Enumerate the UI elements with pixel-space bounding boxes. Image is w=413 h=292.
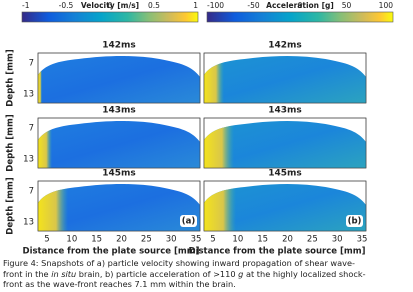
caption-text: in situ [51, 268, 77, 279]
brain-map [38, 184, 200, 231]
panel-border [37, 117, 201, 169]
colorbar [21, 11, 199, 23]
x-tick-label: 10 [66, 235, 77, 245]
panel-label: (b) [348, 217, 362, 227]
y-tick-label: 7 [29, 124, 34, 134]
x-axis-label: Distance from the plate source [mm] [189, 247, 366, 257]
panel-border [37, 180, 201, 232]
panel-title: 143ms [102, 106, 136, 116]
x-tick-label: 25 [141, 235, 152, 245]
x-tick-label: 5 [210, 235, 215, 245]
panel-title: 145ms [102, 169, 136, 179]
brain-map [204, 121, 366, 168]
x-tick-label: 10 [232, 235, 243, 245]
panel-title: 142ms [102, 41, 136, 51]
y-tick-label: 7 [29, 187, 34, 197]
colorbar-tick-label: 1 [193, 1, 198, 10]
caption: Figure 4: Snapshots of a) particle veloc… [3, 258, 411, 290]
panel-title: 145ms [268, 169, 302, 179]
brain-map [204, 56, 366, 103]
brain-map [38, 121, 200, 168]
caption-text: front as the wave-front reaches 7.1 mm w… [3, 279, 236, 289]
caption-line: front as the wave-front reaches 7.1 mm w… [3, 279, 411, 290]
panel-border [203, 180, 367, 232]
x-tick-label: 15 [257, 235, 268, 245]
panel-title: 143ms [268, 106, 302, 116]
brain-map [204, 184, 366, 231]
caption-text: Figure 4: Snapshots of a) particle veloc… [3, 258, 355, 268]
x-tick-label: 5 [44, 235, 49, 245]
caption-text: brain, b) particle acceleration of >110 [76, 268, 239, 279]
brain-map [38, 56, 200, 103]
panel-title: 142ms [268, 41, 302, 51]
x-tick-label: 35 [191, 235, 202, 245]
y-axis-label: Depth [mm] [6, 49, 16, 107]
x-tick-label: 35 [357, 235, 368, 245]
panel-border [203, 52, 367, 104]
x-tick-label: 30 [166, 235, 177, 245]
x-tick-label: 15 [91, 235, 102, 245]
colorbar-tick-label: 100 [379, 1, 394, 10]
colorbar-title: Acceleration [g] [266, 1, 334, 10]
y-tick-label: 13 [23, 218, 34, 228]
colorbar-tick-label: 0 [108, 1, 113, 10]
caption-text: at the highly localized shock- [243, 268, 366, 279]
colorbar-tick-label: -1 [22, 1, 30, 10]
colorbar-tick-label: 0.5 [148, 1, 160, 10]
y-tick-label: 7 [29, 59, 34, 69]
colorbar-tick-label: -100 [207, 1, 224, 10]
x-tick-label: 30 [332, 235, 343, 245]
colorbar [206, 11, 394, 23]
caption-text: g [238, 268, 244, 279]
caption-line: front in the in situ brain, b) particle … [3, 269, 411, 280]
colorbar-tick-label: 50 [342, 1, 352, 10]
colorbar-tick-label: -0.5 [59, 1, 74, 10]
x-tick-label: 20 [282, 235, 293, 245]
caption-line: Figure 4: Snapshots of a) particle veloc… [3, 258, 411, 269]
y-tick-label: 13 [23, 90, 34, 100]
panel-label: (a) [182, 217, 196, 227]
y-tick-label: 13 [23, 155, 34, 165]
x-axis-label: Distance from the plate source [mm] [23, 247, 200, 257]
x-tick-label: 25 [307, 235, 318, 245]
colorbar-tick-label: 0 [298, 1, 303, 10]
colorbar-tick-label: -50 [247, 1, 259, 10]
x-tick-label: 20 [116, 235, 127, 245]
panel-label-box [180, 215, 197, 227]
y-axis-label: Depth [mm] [6, 177, 16, 235]
caption-text: front in the [3, 268, 52, 279]
panel-border [37, 52, 201, 104]
panel-label-box [346, 215, 363, 227]
shock-front [38, 56, 42, 103]
figure: Velocity [m/s] -1 -0.5 0 0.5 1 Acceleration [g… [6, 1, 394, 257]
colorbar-title: Velocity [m/s] [81, 1, 139, 10]
panel-border [203, 117, 367, 169]
y-axis-label: Depth [mm] [6, 114, 16, 172]
